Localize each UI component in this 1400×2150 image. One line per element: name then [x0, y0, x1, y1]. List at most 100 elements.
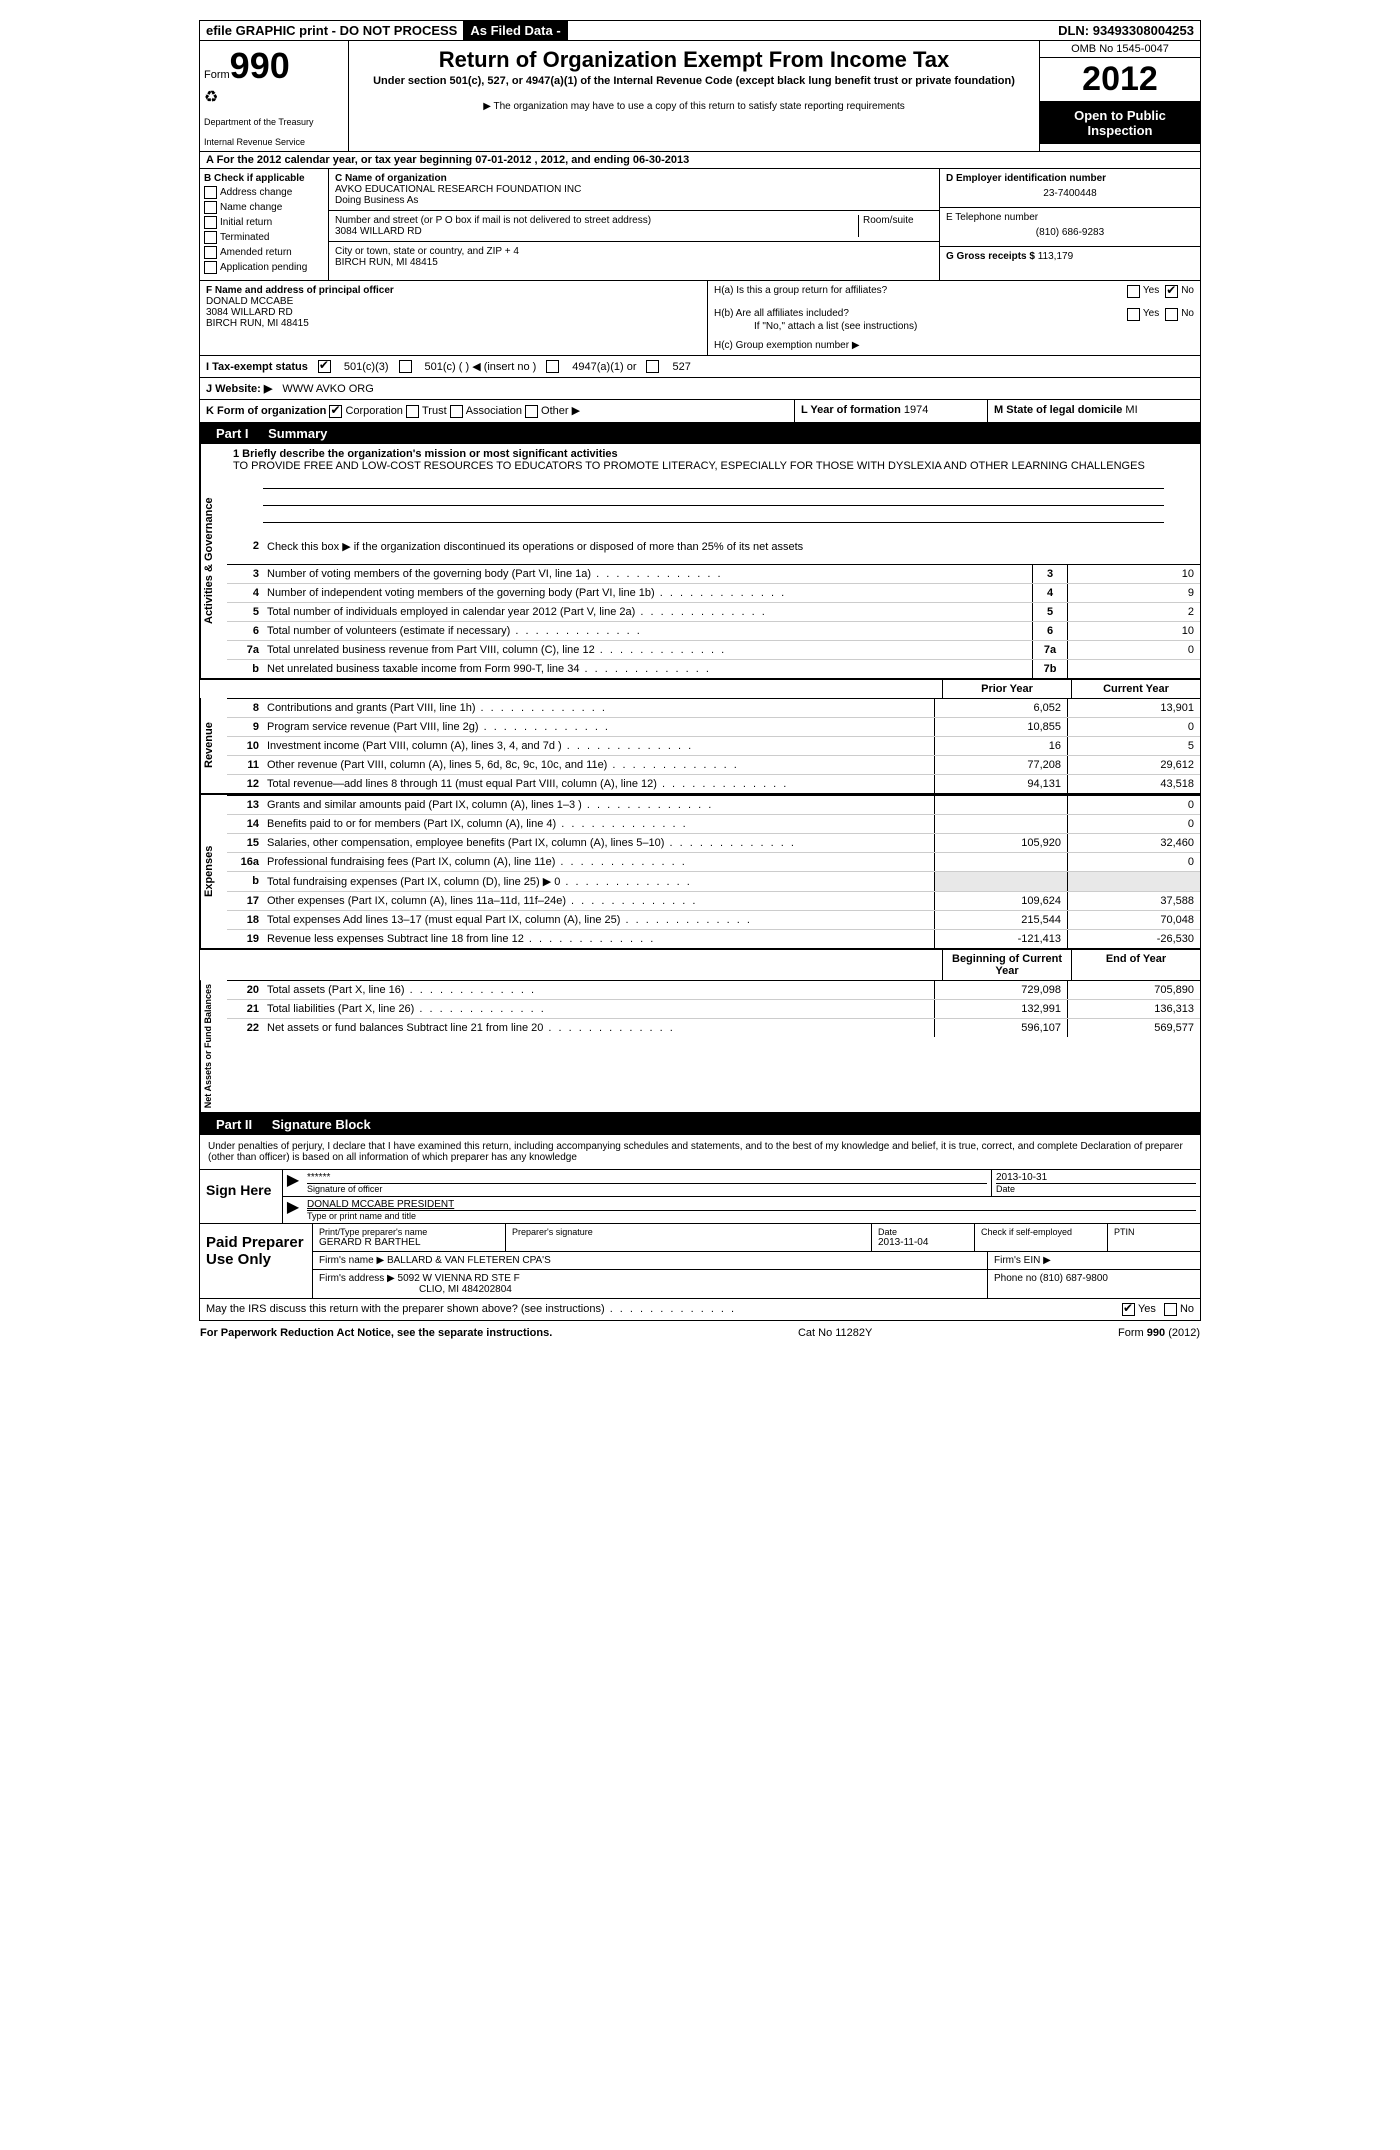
hc-label: H(c) Group exemption number ▶ — [714, 340, 1194, 351]
line-12: 12 Total revenue—add lines 8 through 11 … — [227, 774, 1200, 793]
paid-label: Paid Preparer Use Only — [200, 1224, 312, 1298]
line-8: 8 Contributions and grants (Part VIII, l… — [227, 698, 1200, 717]
prep-date-label: Date — [878, 1227, 968, 1237]
opt-501c3: 501(c)(3) — [344, 361, 389, 373]
line-desc: Total expenses Add lines 13–17 (must equ… — [263, 911, 934, 929]
line-desc: Contributions and grants (Part VIII, lin… — [263, 699, 934, 717]
governance-block: Activities & Governance 1 Briefly descri… — [200, 444, 1200, 678]
header-right: OMB No 1545-0047 2012 Open to Public Ins… — [1040, 41, 1200, 151]
line-desc: Total fundraising expenses (Part IX, col… — [263, 872, 934, 891]
hb-no-checkbox[interactable] — [1165, 308, 1178, 321]
header-left: Form990 ♻ Department of the Treasury Int… — [200, 41, 349, 151]
line-num: 17 — [227, 892, 263, 910]
line-box: 4 — [1032, 584, 1067, 602]
self-emp-label: Check if self-employed — [981, 1227, 1072, 1237]
l-label: L Year of formation — [801, 404, 901, 416]
chk-pending[interactable]: Application pending — [204, 261, 324, 274]
other-label: Other ▶ — [541, 405, 580, 417]
line-val: 10 — [1067, 622, 1200, 640]
chk-amended[interactable]: Amended return — [204, 246, 324, 259]
ha-yes-checkbox[interactable] — [1127, 285, 1140, 298]
footer-right: Form 990 (2012) — [1118, 1327, 1200, 1339]
line-2: 2 Check this box ▶ if the organization d… — [227, 529, 1200, 564]
line-desc: Benefits paid to or for members (Part IX… — [263, 815, 934, 833]
ha-no-checkbox[interactable] — [1165, 285, 1178, 298]
line-num: b — [227, 660, 263, 678]
sig-content-2: DONALD MCCABE PRESIDENT Type or print na… — [303, 1197, 1200, 1223]
room-label: Room/suite — [858, 215, 933, 237]
mission-intro: 1 Briefly describe the organization's mi… — [233, 448, 1194, 460]
chk-4947[interactable] — [546, 360, 559, 373]
discuss-yes-checkbox[interactable] — [1122, 1303, 1135, 1316]
tax-exempt-status-row: I Tax-exempt status 501(c)(3) 501(c) ( )… — [200, 356, 1200, 378]
line-b: b Total fundraising expenses (Part IX, c… — [227, 871, 1200, 891]
paid-row-2: Firm's name ▶ BALLARD & VAN FLETEREN CPA… — [313, 1252, 1200, 1270]
line-val: 10 — [1067, 565, 1200, 583]
line-desc: Investment income (Part VIII, column (A)… — [263, 737, 934, 755]
line-current: 0 — [1067, 815, 1200, 833]
line-prior: -121,413 — [934, 930, 1067, 948]
chk-trust[interactable] — [406, 405, 419, 418]
chk-terminated[interactable]: Terminated — [204, 231, 324, 244]
opt-501c: 501(c) ( ) ◀ (insert no ) — [425, 360, 537, 373]
line-num: 22 — [227, 1019, 263, 1037]
chk-address-change[interactable]: Address change — [204, 186, 324, 199]
prep-date-cell: Date 2013-11-04 — [872, 1224, 975, 1251]
self-emp-cell: Check if self-employed — [975, 1224, 1108, 1251]
ptin-label: PTIN — [1108, 1224, 1200, 1251]
chk-pending-label: Application pending — [220, 262, 307, 273]
chk-assoc[interactable] — [450, 405, 463, 418]
line-desc: Number of independent voting members of … — [263, 584, 1032, 602]
ha-no-label: No — [1181, 285, 1194, 298]
chk-initial-return[interactable]: Initial return — [204, 216, 324, 229]
footer-center: Cat No 11282Y — [798, 1327, 872, 1339]
line-prior — [934, 815, 1067, 833]
as-filed-label: As Filed Data - — [464, 21, 567, 40]
column-d-ein: D Employer identification number 23-7400… — [940, 169, 1200, 280]
dba-label: Doing Business As — [335, 195, 933, 206]
form-of-org-row: K Form of organization Corporation Trust… — [200, 400, 1200, 423]
k-label: K Form of organization — [206, 405, 326, 417]
ha-row: H(a) Is this a group return for affiliat… — [714, 285, 1194, 298]
sig-date-label: Date — [996, 1183, 1196, 1194]
mission-line-3 — [263, 508, 1164, 523]
hb-row: H(b) Are all affiliates included? Yes No — [714, 308, 1194, 321]
perjury-statement: Under penalties of perjury, I declare th… — [200, 1135, 1200, 1169]
chk-501c3[interactable] — [318, 360, 331, 373]
line-current: 5 — [1067, 737, 1200, 755]
line-num: 21 — [227, 1000, 263, 1018]
line-desc: Salaries, other compensation, employee b… — [263, 834, 934, 852]
hb-yes-checkbox[interactable] — [1127, 308, 1140, 321]
line-box: 7a — [1032, 641, 1067, 659]
dln-cell: DLN: 93493308004253 — [1052, 21, 1200, 40]
sign-right: ▶ ****** Signature of officer 2013-10-31… — [283, 1170, 1200, 1223]
spacer — [568, 21, 1052, 40]
discuss-no: No — [1180, 1303, 1194, 1316]
chk-name-change[interactable]: Name change — [204, 201, 324, 214]
m-value: MI — [1125, 404, 1137, 416]
line-desc: Professional fundraising fees (Part IX, … — [263, 853, 934, 871]
gov-line-5: 5 Total number of individuals employed i… — [227, 602, 1200, 621]
chk-501c[interactable] — [399, 360, 412, 373]
line-num: 3 — [227, 565, 263, 583]
chk-other[interactable] — [525, 405, 538, 418]
chk-corp[interactable] — [329, 405, 342, 418]
gross-cell: G Gross receipts $ 113,179 — [940, 247, 1200, 266]
line-2-num: 2 — [227, 537, 263, 556]
line-desc: Grants and similar amounts paid (Part IX… — [263, 796, 934, 814]
header-spacer-2 — [200, 950, 942, 980]
mission-body: TO PROVIDE FREE AND LOW-COST RESOURCES T… — [233, 460, 1194, 472]
discuss-no-checkbox[interactable] — [1164, 1303, 1177, 1316]
line-desc: Program service revenue (Part VIII, line… — [263, 718, 934, 736]
line-desc: Revenue less expenses Subtract line 18 f… — [263, 930, 934, 948]
chk-527[interactable] — [646, 360, 659, 373]
line-16a: 16a Professional fundraising fees (Part … — [227, 852, 1200, 871]
line-desc: Total number of volunteers (estimate if … — [263, 622, 1032, 640]
arrow-icon-2: ▶ — [283, 1197, 303, 1223]
line-prior — [934, 853, 1067, 871]
paid-row-1: Print/Type preparer's name GERARD R BART… — [313, 1224, 1200, 1252]
firm-ein-label: Firm's EIN ▶ — [988, 1252, 1200, 1269]
street-label: Number and street (or P O box if mail is… — [335, 215, 858, 226]
chk-initial-label: Initial return — [220, 217, 272, 228]
line-prior: 215,544 — [934, 911, 1067, 929]
